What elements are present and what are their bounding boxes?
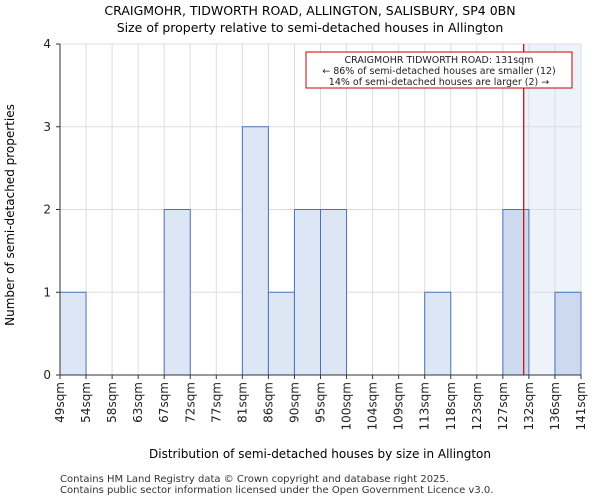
x-tick-label: 63sqm (131, 382, 145, 423)
annotation-text-line: ← 86% of semi-detached houses are smalle… (322, 66, 556, 77)
x-tick-label: 54sqm (79, 382, 93, 423)
bar (502, 209, 530, 376)
chart-subtitle: Size of property relative to semi-detach… (117, 20, 504, 35)
y-tick-label: 2 (43, 203, 51, 217)
y-axis-label: Number of semi-detached properties (3, 104, 17, 326)
bar (554, 291, 582, 376)
bar (320, 209, 348, 376)
plot-area: 0 1 2 3 4 49sqm 54sqm 58sqm 63sqm 67sqm 72sqm 77sqm… (43, 37, 588, 430)
histogram-chart: CRAIGMOHR, TIDWORTH ROAD, ALLINGTON, SAL… (3, 3, 588, 461)
annotation-box (305, 51, 573, 89)
y-tick-label: 0 (43, 368, 51, 382)
bar (267, 291, 295, 376)
x-tick-label: 100sqm (340, 382, 354, 430)
x-tick-label: 86sqm (261, 382, 275, 423)
y-tick-label: 3 (43, 120, 51, 134)
chart-title: CRAIGMOHR, TIDWORTH ROAD, ALLINGTON, SAL… (104, 3, 515, 18)
bar (59, 291, 87, 376)
x-tick-label: 95sqm (314, 382, 328, 423)
x-tick-label: 49sqm (53, 382, 67, 423)
x-tick-label: 67sqm (157, 382, 171, 423)
footer-attribution: Contains HM Land Registry data © Crown c… (60, 474, 493, 496)
x-tick-label: 127sqm (496, 382, 510, 430)
x-tick-label: 141sqm (574, 382, 588, 430)
x-tick-label: 118sqm (444, 382, 458, 430)
x-axis-label: Distribution of semi-detached houses by … (149, 447, 491, 461)
footer-line-1: Contains HM Land Registry data © Crown c… (60, 474, 449, 485)
bar (163, 209, 191, 376)
bar (241, 126, 269, 376)
x-tick-label: 58sqm (105, 382, 119, 423)
x-tick-label: 132sqm (522, 382, 536, 430)
annotation-text-line: 14% of semi-detached houses are larger (… (329, 77, 549, 88)
x-tick-label: 90sqm (287, 382, 301, 423)
y-tick-label: 1 (43, 285, 51, 299)
x-tick-label: 123sqm (470, 382, 484, 430)
bar (424, 291, 452, 376)
bar (293, 209, 322, 376)
x-tick-label: 113sqm (418, 382, 432, 430)
x-tick-label: 104sqm (366, 382, 380, 430)
annotation-text-line: CRAIGMOHR TIDWORTH ROAD: 131sqm (345, 55, 534, 66)
footer-line-2: Contains public sector information licen… (60, 485, 494, 496)
x-tick-label: 81sqm (235, 382, 249, 423)
x-tick-label: 72sqm (183, 382, 197, 423)
x-tick-label: 77sqm (209, 382, 223, 423)
y-tick-label: 4 (43, 37, 51, 51)
x-tick-label: 109sqm (392, 382, 406, 430)
x-tick-label: 136sqm (548, 382, 562, 430)
